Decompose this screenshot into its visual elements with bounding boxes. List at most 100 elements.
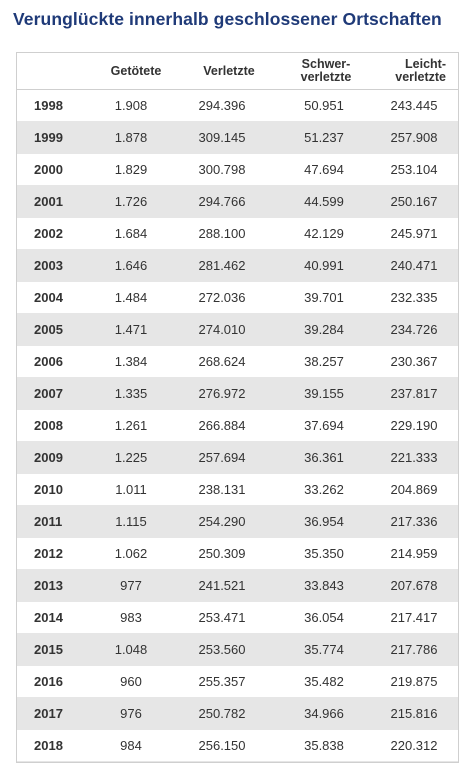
table-row: 1998 1.908 294.396 50.951 243.445: [17, 89, 458, 122]
cell-leichtverletzte: 250.167: [366, 185, 458, 218]
cell-getoetete: 1.384: [92, 345, 180, 378]
table-row: 2010 1.011 238.131 33.262 204.869: [17, 473, 458, 506]
cell-leichtverletzte: 237.817: [366, 377, 458, 410]
cell-year: 2004: [17, 281, 92, 314]
cell-leichtverletzte: 204.869: [366, 473, 458, 506]
cell-schwerverletzte: 47.694: [278, 153, 366, 186]
cell-getoetete: 1.484: [92, 281, 180, 314]
cell-schwerverletzte: 36.954: [278, 505, 366, 538]
table-row: 2004 1.484 272.036 39.701 232.335: [17, 281, 458, 314]
table-header-row: Getötete Verletzte Schwer-verletzte Leic…: [17, 53, 458, 90]
column-header-leichtverletzte: Leicht-verletzte: [366, 53, 458, 90]
cell-year: 2013: [17, 569, 92, 602]
cell-leichtverletzte: 253.104: [366, 153, 458, 186]
cell-verletzte: 253.560: [180, 633, 278, 666]
cell-year: 2010: [17, 473, 92, 506]
table-row: 2018 984 256.150 35.838 220.312: [17, 729, 458, 762]
cell-leichtverletzte: 220.312: [366, 729, 458, 762]
cell-getoetete: 1.471: [92, 313, 180, 346]
cell-year: 2014: [17, 601, 92, 634]
cell-leichtverletzte: 217.336: [366, 505, 458, 538]
cell-verletzte: 256.150: [180, 729, 278, 762]
cell-schwerverletzte: 51.237: [278, 121, 366, 154]
cell-getoetete: 1.011: [92, 473, 180, 506]
cell-year: 2009: [17, 441, 92, 474]
cell-getoetete: 1.684: [92, 217, 180, 250]
cell-schwerverletzte: 38.257: [278, 345, 366, 378]
table-row: 2006 1.384 268.624 38.257 230.367: [17, 345, 458, 378]
cell-verletzte: 241.521: [180, 569, 278, 602]
cell-getoetete: 1.048: [92, 633, 180, 666]
cell-leichtverletzte: 230.367: [366, 345, 458, 378]
cell-leichtverletzte: 232.335: [366, 281, 458, 314]
cell-year: 2001: [17, 185, 92, 218]
cell-schwerverletzte: 37.694: [278, 409, 366, 442]
cell-year: 1999: [17, 121, 92, 154]
cell-leichtverletzte: 219.875: [366, 665, 458, 698]
column-header-schwerverletzte: Schwer-verletzte: [278, 53, 366, 90]
table-row: 2015 1.048 253.560 35.774 217.786: [17, 633, 458, 666]
cell-verletzte: 294.766: [180, 185, 278, 218]
data-table-container: Getötete Verletzte Schwer-verletzte Leic…: [16, 52, 459, 763]
cell-year: 2016: [17, 665, 92, 698]
data-table: Getötete Verletzte Schwer-verletzte Leic…: [17, 53, 458, 762]
cell-getoetete: 1.335: [92, 377, 180, 410]
cell-verletzte: 288.100: [180, 217, 278, 250]
cell-schwerverletzte: 36.054: [278, 601, 366, 634]
cell-verletzte: 268.624: [180, 345, 278, 378]
cell-verletzte: 300.798: [180, 153, 278, 186]
cell-getoetete: 977: [92, 569, 180, 602]
cell-year: 2007: [17, 377, 92, 410]
table-body: 1998 1.908 294.396 50.951 243.445 1999 1.878 30…: [17, 89, 458, 762]
page-title: Verunglückte innerhalb geschlossener Ort…: [13, 9, 442, 29]
cell-verletzte: 281.462: [180, 249, 278, 282]
cell-year: 2017: [17, 697, 92, 730]
cell-year: 2005: [17, 313, 92, 346]
table-row: 2011 1.115 254.290 36.954 217.336: [17, 505, 458, 538]
cell-year: 2015: [17, 633, 92, 666]
cell-leichtverletzte: 215.816: [366, 697, 458, 730]
cell-leichtverletzte: 207.678: [366, 569, 458, 602]
cell-year: 2002: [17, 217, 92, 250]
cell-getoetete: 1.646: [92, 249, 180, 282]
cell-schwerverletzte: 35.350: [278, 537, 366, 570]
cell-getoetete: 1.062: [92, 537, 180, 570]
table-row: 2008 1.261 266.884 37.694 229.190: [17, 409, 458, 442]
cell-verletzte: 250.309: [180, 537, 278, 570]
cell-schwerverletzte: 39.155: [278, 377, 366, 410]
cell-getoetete: 1.878: [92, 121, 180, 154]
cell-leichtverletzte: 214.959: [366, 537, 458, 570]
cell-getoetete: 984: [92, 729, 180, 762]
cell-getoetete: 1.261: [92, 409, 180, 442]
cell-getoetete: 1.908: [92, 89, 180, 122]
table-row: 2017 976 250.782 34.966 215.816: [17, 697, 458, 730]
cell-schwerverletzte: 35.774: [278, 633, 366, 666]
cell-schwerverletzte: 33.843: [278, 569, 366, 602]
table-row: 2002 1.684 288.100 42.129 245.971: [17, 217, 458, 250]
cell-schwerverletzte: 39.701: [278, 281, 366, 314]
cell-schwerverletzte: 50.951: [278, 89, 366, 122]
cell-year: 2008: [17, 409, 92, 442]
cell-verletzte: 309.145: [180, 121, 278, 154]
cell-leichtverletzte: 234.726: [366, 313, 458, 346]
cell-schwerverletzte: 36.361: [278, 441, 366, 474]
cell-getoetete: 1.225: [92, 441, 180, 474]
cell-leichtverletzte: 243.445: [366, 89, 458, 122]
cell-schwerverletzte: 35.482: [278, 665, 366, 698]
table-row: 2005 1.471 274.010 39.284 234.726: [17, 313, 458, 346]
cell-verletzte: 294.396: [180, 89, 278, 122]
cell-verletzte: 254.290: [180, 505, 278, 538]
cell-schwerverletzte: 40.991: [278, 249, 366, 282]
cell-schwerverletzte: 34.966: [278, 697, 366, 730]
cell-verletzte: 253.471: [180, 601, 278, 634]
cell-leichtverletzte: 217.417: [366, 601, 458, 634]
cell-getoetete: 960: [92, 665, 180, 698]
cell-getoetete: 1.829: [92, 153, 180, 186]
column-header-verletzte: Verletzte: [180, 53, 278, 90]
cell-leichtverletzte: 229.190: [366, 409, 458, 442]
table-row: 2016 960 255.357 35.482 219.875: [17, 665, 458, 698]
cell-year: 1998: [17, 89, 92, 122]
table-row: 2009 1.225 257.694 36.361 221.333: [17, 441, 458, 474]
cell-year: 2012: [17, 537, 92, 570]
cell-getoetete: 976: [92, 697, 180, 730]
